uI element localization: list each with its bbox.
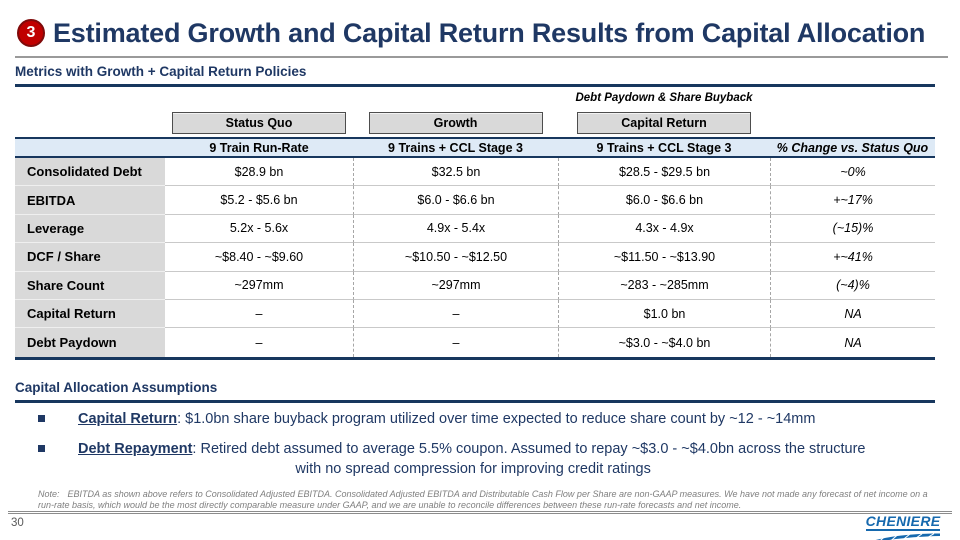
bullet-label: Capital Return	[78, 411, 178, 427]
table-header-row: 9 Train Run-Rate 9 Trains + CCL Stage 3 …	[15, 137, 935, 158]
metric-value-cell: ~$3.0 - ~$4.0 bn	[558, 328, 770, 357]
metric-change-cell: (~15)%	[770, 214, 935, 244]
metric-row-label: EBITDA	[15, 186, 165, 215]
footer-divider	[8, 511, 952, 514]
scenario-box-capital-return: Capital Return	[577, 112, 751, 134]
metric-row-label: DCF / Share	[15, 243, 165, 272]
slide-title: Estimated Growth and Capital Return Resu…	[53, 18, 926, 48]
scenario-box-row: Status Quo Growth Capital Return	[15, 112, 935, 134]
metric-value-cell: ~$8.40 - ~$9.60	[165, 243, 353, 272]
bullet-text-line2: with no spread compression for improving…	[295, 461, 651, 477]
bullet-text: : Retired debt assumed to average 5.5% c…	[192, 441, 866, 457]
metric-value-cell: 4.9x - 5.4x	[353, 214, 558, 244]
metric-value-cell: –	[353, 299, 558, 329]
metric-change-cell: (~4)%	[770, 271, 935, 300]
metric-value-cell: $5.2 - $5.6 bn	[165, 186, 353, 215]
table-header-change: % Change vs. Status Quo	[776, 140, 929, 155]
bullet-label: Debt Repayment	[78, 441, 193, 457]
footnote-label: Note:	[38, 489, 60, 499]
metric-value-cell: $28.9 bn	[165, 158, 353, 187]
cheniere-logo: CHENIERE	[860, 513, 946, 540]
metric-row-label: Leverage	[15, 214, 165, 244]
metric-value-cell: 5.2x - 5.6x	[165, 215, 353, 244]
metrics-table: Consolidated Debt $28.9 bn $32.5 bn $28.…	[15, 158, 935, 360]
metric-change-cell: NA	[770, 328, 935, 357]
metric-value-cell: –	[255, 335, 263, 350]
cheniere-logo-swoosh-icon	[875, 533, 940, 540]
metrics-heading-rule	[15, 84, 935, 87]
bullet-text: : $1.0bn share buyback program utilized …	[177, 411, 816, 427]
bullet-square-icon	[38, 445, 45, 452]
metric-value-cell: $6.0 - $6.6 bn	[353, 186, 558, 215]
metric-value-cell: 4.3x - 4.9x	[558, 214, 770, 244]
scenario-box-growth: Growth	[368, 112, 543, 134]
metric-value-cell: ~$11.50 - ~$13.90	[558, 243, 770, 272]
metric-value-cell: –	[353, 328, 558, 357]
metric-change-cell: +~17%	[770, 186, 935, 215]
table-header-capital-return: 9 Trains + CCL Stage 3	[596, 140, 732, 155]
metric-value-cell: ~$10.50 - ~$12.50	[353, 243, 558, 272]
table-header-status-quo: 9 Train Run-Rate	[209, 140, 309, 155]
metrics-section-heading: Metrics with Growth + Capital Return Pol…	[15, 64, 307, 79]
scenario-box-status-quo: Status Quo	[172, 112, 346, 134]
metric-value-cell: $6.0 - $6.6 bn	[558, 186, 770, 215]
metric-row-label: Capital Return	[15, 299, 165, 329]
metric-value-cell: –	[165, 300, 353, 329]
table-header-growth: 9 Trains + CCL Stage 3	[388, 140, 523, 155]
metric-value-cell: $32.5 bn	[353, 158, 558, 187]
metric-row-label: Share Count	[15, 271, 165, 300]
footnote-text: EBITDA as shown above refers to Consolid…	[38, 489, 928, 510]
slide-number-badge: 3	[17, 19, 45, 47]
metric-value-cell: ~297mm	[165, 272, 353, 300]
footnote: Note: EBITDA as shown above refers to Con…	[38, 489, 946, 511]
assumptions-heading-rule	[15, 400, 935, 403]
metric-change-cell: ~0%	[770, 158, 935, 187]
assumption-bullet-capital-return: Capital Return: $1.0bn share buyback pro…	[22, 409, 937, 429]
scenario-annotation: Debt Paydown & Share Buyback	[575, 92, 753, 104]
metric-change-cell: +~41%	[770, 243, 935, 272]
bullet-square-icon	[38, 415, 45, 422]
title-divider	[15, 56, 948, 58]
metric-change-cell: NA	[770, 299, 935, 329]
metric-row-label: Debt Paydown	[15, 328, 165, 357]
table-header-empty	[15, 139, 165, 156]
page-number: 30	[11, 517, 24, 529]
metric-value-cell: $1.0 bn	[558, 299, 770, 329]
assumptions-list: Capital Return: $1.0bn share buyback pro…	[22, 409, 937, 489]
metric-row-label: Consolidated Debt	[15, 158, 165, 187]
metric-value-cell: ~283 - ~285mm	[558, 271, 770, 300]
assumption-bullet-debt-repayment: Debt Repayment: Retired debt assumed to …	[22, 439, 937, 479]
cheniere-logo-text: CHENIERE	[865, 513, 941, 531]
metric-value-cell: ~297mm	[353, 271, 558, 300]
metric-value-cell: $28.5 - $29.5 bn	[558, 158, 770, 187]
assumptions-section-heading: Capital Allocation Assumptions	[15, 380, 218, 395]
